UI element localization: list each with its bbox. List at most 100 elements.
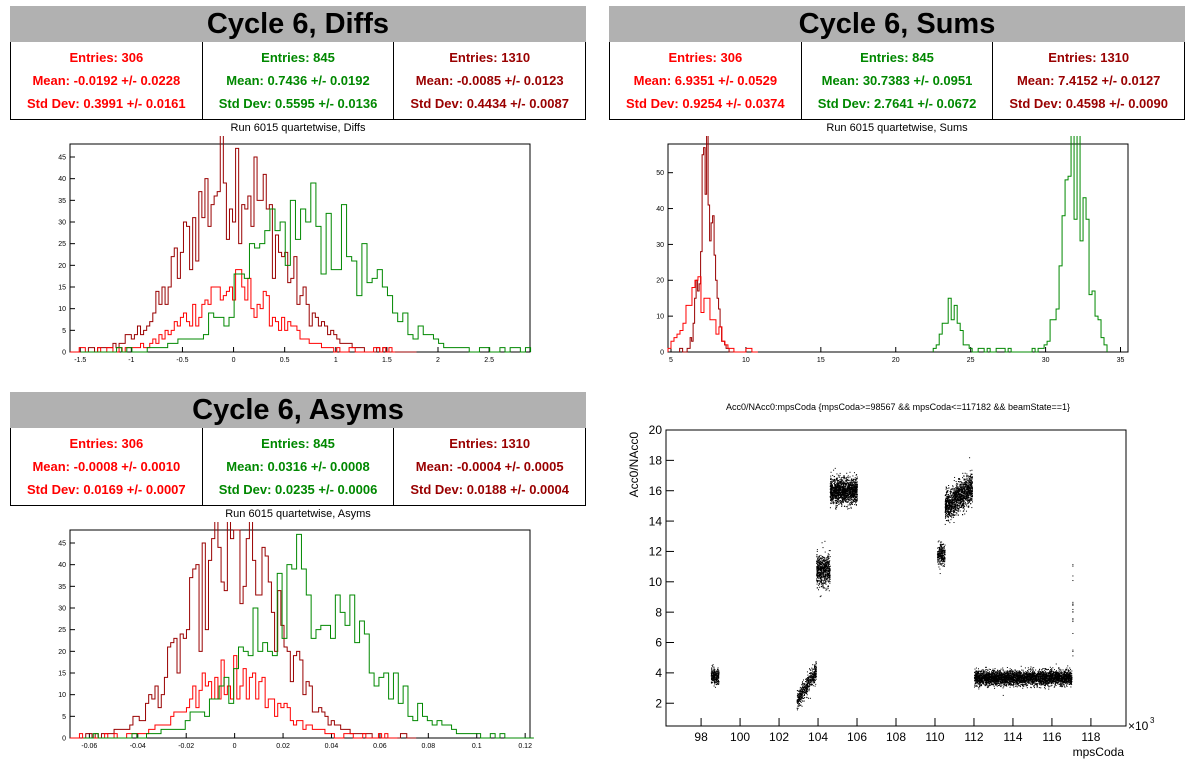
scatter-point [834, 491, 836, 493]
scatter-point [958, 502, 960, 504]
scatter-point [798, 696, 800, 698]
scatter-point [966, 488, 968, 490]
scatter-point [849, 471, 851, 473]
scatter-point [811, 678, 813, 680]
scatter-point [826, 570, 828, 572]
scatter-point [853, 478, 855, 480]
scatter-point [838, 497, 840, 499]
scatter-point [815, 666, 817, 668]
scatter-point [816, 562, 818, 564]
scatter-point [824, 571, 826, 573]
scatter-point [854, 490, 856, 492]
scatter-point [812, 680, 814, 682]
scatter-point [848, 496, 850, 498]
scatter-point [937, 561, 939, 563]
scatter-point [963, 495, 965, 497]
scatter-point [968, 505, 970, 507]
scatter-point [811, 676, 813, 678]
scatter-point [970, 480, 972, 482]
scatter-point [949, 514, 951, 516]
scatter-point [849, 496, 851, 498]
scatter-point [959, 495, 961, 497]
scatter-point [710, 675, 712, 677]
scatter-point [830, 480, 832, 482]
scatter-point [717, 675, 719, 677]
scatter-point [956, 491, 958, 493]
scatter-point [948, 507, 950, 509]
scatter-point [950, 515, 952, 517]
scatter-point [956, 493, 958, 495]
scatter-point [937, 557, 939, 559]
scatter-point [845, 491, 847, 493]
scatter-point [856, 499, 858, 501]
scatter-point [848, 488, 850, 490]
scatter-point [940, 557, 942, 559]
scatter-point [819, 567, 821, 569]
scatter-point [823, 578, 825, 580]
scatter-point [843, 483, 845, 485]
scatter-point [966, 491, 968, 493]
scatter-point [964, 492, 966, 494]
scatter-point [841, 480, 843, 482]
scatter-point [953, 514, 955, 516]
scatter-point [840, 488, 842, 490]
scatter-point [800, 704, 802, 706]
scatter-point [853, 492, 855, 494]
scatter-point [836, 486, 838, 488]
scatter-ytick-label: 12 [649, 545, 663, 559]
scatter-point [943, 557, 945, 559]
scatter-point [825, 567, 827, 569]
scatter-point [831, 491, 833, 493]
scatter-point [969, 475, 971, 477]
sums-xtick-label: 20 [892, 357, 900, 364]
scatter-point [951, 506, 953, 508]
scatter-point [944, 523, 946, 525]
scatter-ytick-label: 16 [649, 484, 663, 498]
scatter-point [957, 493, 959, 495]
scatter-point [716, 681, 718, 683]
diffs-red-entries: Entries: 306 [69, 50, 144, 65]
scatter-point [820, 569, 822, 571]
scatter-point [971, 481, 973, 483]
scatter-point [961, 495, 963, 497]
scatter-point [852, 485, 854, 487]
scatter-point [841, 477, 843, 479]
scatter-point [846, 497, 848, 499]
scatter-point [813, 680, 815, 682]
scatter-point [856, 486, 858, 488]
scatter-point [1027, 674, 1029, 676]
scatter-point [834, 496, 836, 498]
scatter-point [961, 491, 963, 493]
asyms-xtick-label: 0.12 [518, 743, 532, 750]
scatter-point [958, 496, 960, 498]
scatter-point [937, 541, 939, 543]
scatter-point [827, 574, 829, 576]
scatter-point [816, 568, 818, 570]
scatter-point [963, 503, 965, 505]
scatter-point [998, 678, 1000, 680]
scatter-point [710, 677, 712, 679]
scatter-point [816, 567, 818, 569]
scatter-point [810, 672, 812, 674]
scatter-point [828, 590, 830, 592]
scatter-point [971, 486, 973, 488]
scatter-point [949, 496, 951, 498]
scatter-point [806, 686, 808, 688]
scatter-point [942, 558, 944, 560]
scatter-point [1014, 677, 1016, 679]
scatter-point [952, 505, 954, 507]
scatter-point [969, 494, 971, 496]
scatter-point [963, 488, 965, 490]
scatter-point [796, 700, 798, 702]
scatter-point [819, 565, 821, 567]
diffs-xtick-label: 1 [334, 357, 338, 364]
scatter-point [968, 489, 970, 491]
scatter-point [817, 573, 819, 575]
scatter-point [798, 693, 800, 695]
scatter-point [965, 488, 967, 490]
scatter-point [844, 498, 846, 500]
scatter-x-multiplier: ×10 [1128, 719, 1149, 733]
scatter-point [1009, 671, 1011, 673]
scatter-point [827, 573, 829, 575]
scatter-point [848, 477, 850, 479]
